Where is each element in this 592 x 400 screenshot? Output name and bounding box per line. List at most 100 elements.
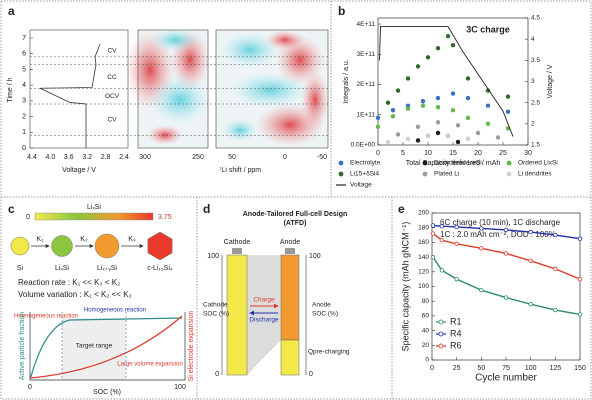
phase-label: LiₓSi bbox=[55, 265, 69, 272]
panel-label: c bbox=[8, 202, 15, 216]
x-axis-label: Total Capacity delivered / mAh bbox=[406, 160, 501, 167]
colorbar-min: 0 bbox=[26, 214, 30, 221]
y-tick-label: 0 bbox=[22, 145, 26, 152]
series-line bbox=[432, 256, 581, 316]
series-line bbox=[379, 26, 514, 137]
rate-label: K₂ bbox=[80, 236, 88, 243]
data-point bbox=[390, 114, 396, 119]
data-point bbox=[450, 91, 456, 96]
data-point bbox=[425, 55, 431, 60]
x-tick-label: 3.2 bbox=[82, 154, 92, 161]
legend-label: Li15+δSi4 bbox=[350, 171, 379, 178]
expansion-curve bbox=[29, 315, 183, 379]
data-marker bbox=[503, 295, 509, 300]
y-tick-label: 80 bbox=[422, 298, 430, 305]
data-marker bbox=[553, 232, 558, 238]
y2-tick-label: 2.5 bbox=[531, 99, 540, 106]
legend-swatch bbox=[506, 160, 512, 166]
data-point bbox=[405, 76, 411, 81]
anode-bar bbox=[280, 254, 300, 341]
data-marker bbox=[430, 254, 436, 260]
series-line bbox=[432, 233, 581, 280]
data-point bbox=[395, 132, 401, 137]
data-point bbox=[455, 123, 461, 128]
data-point bbox=[415, 64, 421, 69]
rate-label: K₃ bbox=[128, 236, 136, 243]
y-tick-label: 120 bbox=[418, 269, 429, 276]
data-point bbox=[505, 94, 511, 99]
region-label: Large volume expansion bbox=[117, 362, 182, 368]
legend-label: Disordered LixSi bbox=[434, 160, 482, 167]
anode-bar-pre bbox=[280, 339, 300, 376]
data-point bbox=[445, 33, 451, 39]
legend-swatch bbox=[438, 319, 444, 325]
data-point bbox=[385, 100, 391, 105]
data-point bbox=[435, 95, 441, 101]
annotation: 6C charge (10 min), 1C discharge bbox=[440, 218, 561, 227]
region-label: Target range bbox=[76, 343, 113, 350]
data-point bbox=[375, 115, 381, 120]
diagram-title: (ATFD) bbox=[284, 220, 307, 227]
phase-label: Liₓ₊ᵧSi bbox=[97, 265, 117, 272]
data-point bbox=[465, 95, 471, 101]
data-marker bbox=[439, 224, 445, 229]
step-label: OCV bbox=[105, 93, 120, 100]
y-tick-label: 100 bbox=[418, 283, 429, 290]
y-axis-label: Integrals / a.u. bbox=[343, 59, 350, 103]
y2-axis-label: Voltage / V bbox=[547, 64, 554, 98]
x-tick-label: 2.8 bbox=[101, 154, 111, 161]
y-tick-label: 3 bbox=[22, 98, 26, 105]
y-tick-label: 4E+11 bbox=[357, 21, 376, 28]
fraction-curve bbox=[29, 317, 183, 381]
y2-axis-label: Si electrode expansion bbox=[188, 310, 195, 381]
legend-swatch bbox=[506, 171, 512, 177]
y2-tick-label: 1.5 bbox=[531, 142, 540, 149]
cathode-cap bbox=[232, 248, 242, 254]
x-axis-label: SOC (%) bbox=[93, 389, 121, 396]
x-tick-label: 10 bbox=[424, 150, 432, 157]
y-tick-label: 200 bbox=[418, 210, 429, 217]
data-point bbox=[445, 133, 451, 139]
y-tick-label: 60 bbox=[422, 313, 430, 320]
data-point bbox=[420, 103, 426, 108]
data-marker bbox=[439, 268, 445, 273]
step-label: CV bbox=[107, 116, 117, 123]
data-point bbox=[425, 133, 431, 139]
soc-label: SOC (%) bbox=[312, 311, 338, 318]
x-tick-label: 4.4 bbox=[27, 154, 37, 161]
soc-label: Cathode bbox=[203, 302, 228, 309]
soc-label: SOC (%) bbox=[203, 311, 229, 318]
soc-label: Anode bbox=[312, 302, 331, 309]
data-point bbox=[485, 88, 491, 93]
x-tick-label: 25 bbox=[499, 150, 507, 157]
charge-label: Charge bbox=[253, 297, 275, 304]
discharge-label: Discharge bbox=[249, 317, 279, 324]
legend-label: R1 bbox=[450, 316, 462, 326]
x-tick-label: 25 bbox=[453, 365, 461, 372]
panel-label: a bbox=[8, 4, 15, 18]
y-tick-label: 6 bbox=[22, 51, 26, 58]
data-point bbox=[435, 105, 441, 110]
x-tick-label: 5 bbox=[401, 150, 405, 157]
electrode-label: Anode bbox=[280, 239, 300, 246]
data-marker bbox=[430, 223, 436, 228]
nmr-intensity bbox=[222, 118, 258, 142]
data-marker bbox=[439, 237, 445, 243]
data-point bbox=[505, 109, 511, 114]
legend-label: Electrolyte bbox=[350, 160, 381, 167]
legend-swatch bbox=[338, 171, 344, 177]
capacity-window bbox=[247, 255, 281, 375]
data-marker bbox=[528, 258, 533, 263]
data-point bbox=[465, 136, 471, 142]
x-tick-label: 100 bbox=[174, 384, 186, 391]
legend-swatch bbox=[338, 160, 344, 166]
y-tick-label: 3E+11 bbox=[357, 51, 376, 58]
data-marker bbox=[553, 266, 558, 272]
legend-swatch bbox=[438, 343, 444, 349]
legend-label: Voltage bbox=[350, 182, 372, 189]
x-tick-label: 250 bbox=[192, 154, 204, 161]
y-tick-label: 140 bbox=[418, 254, 429, 261]
data-point bbox=[450, 43, 456, 48]
